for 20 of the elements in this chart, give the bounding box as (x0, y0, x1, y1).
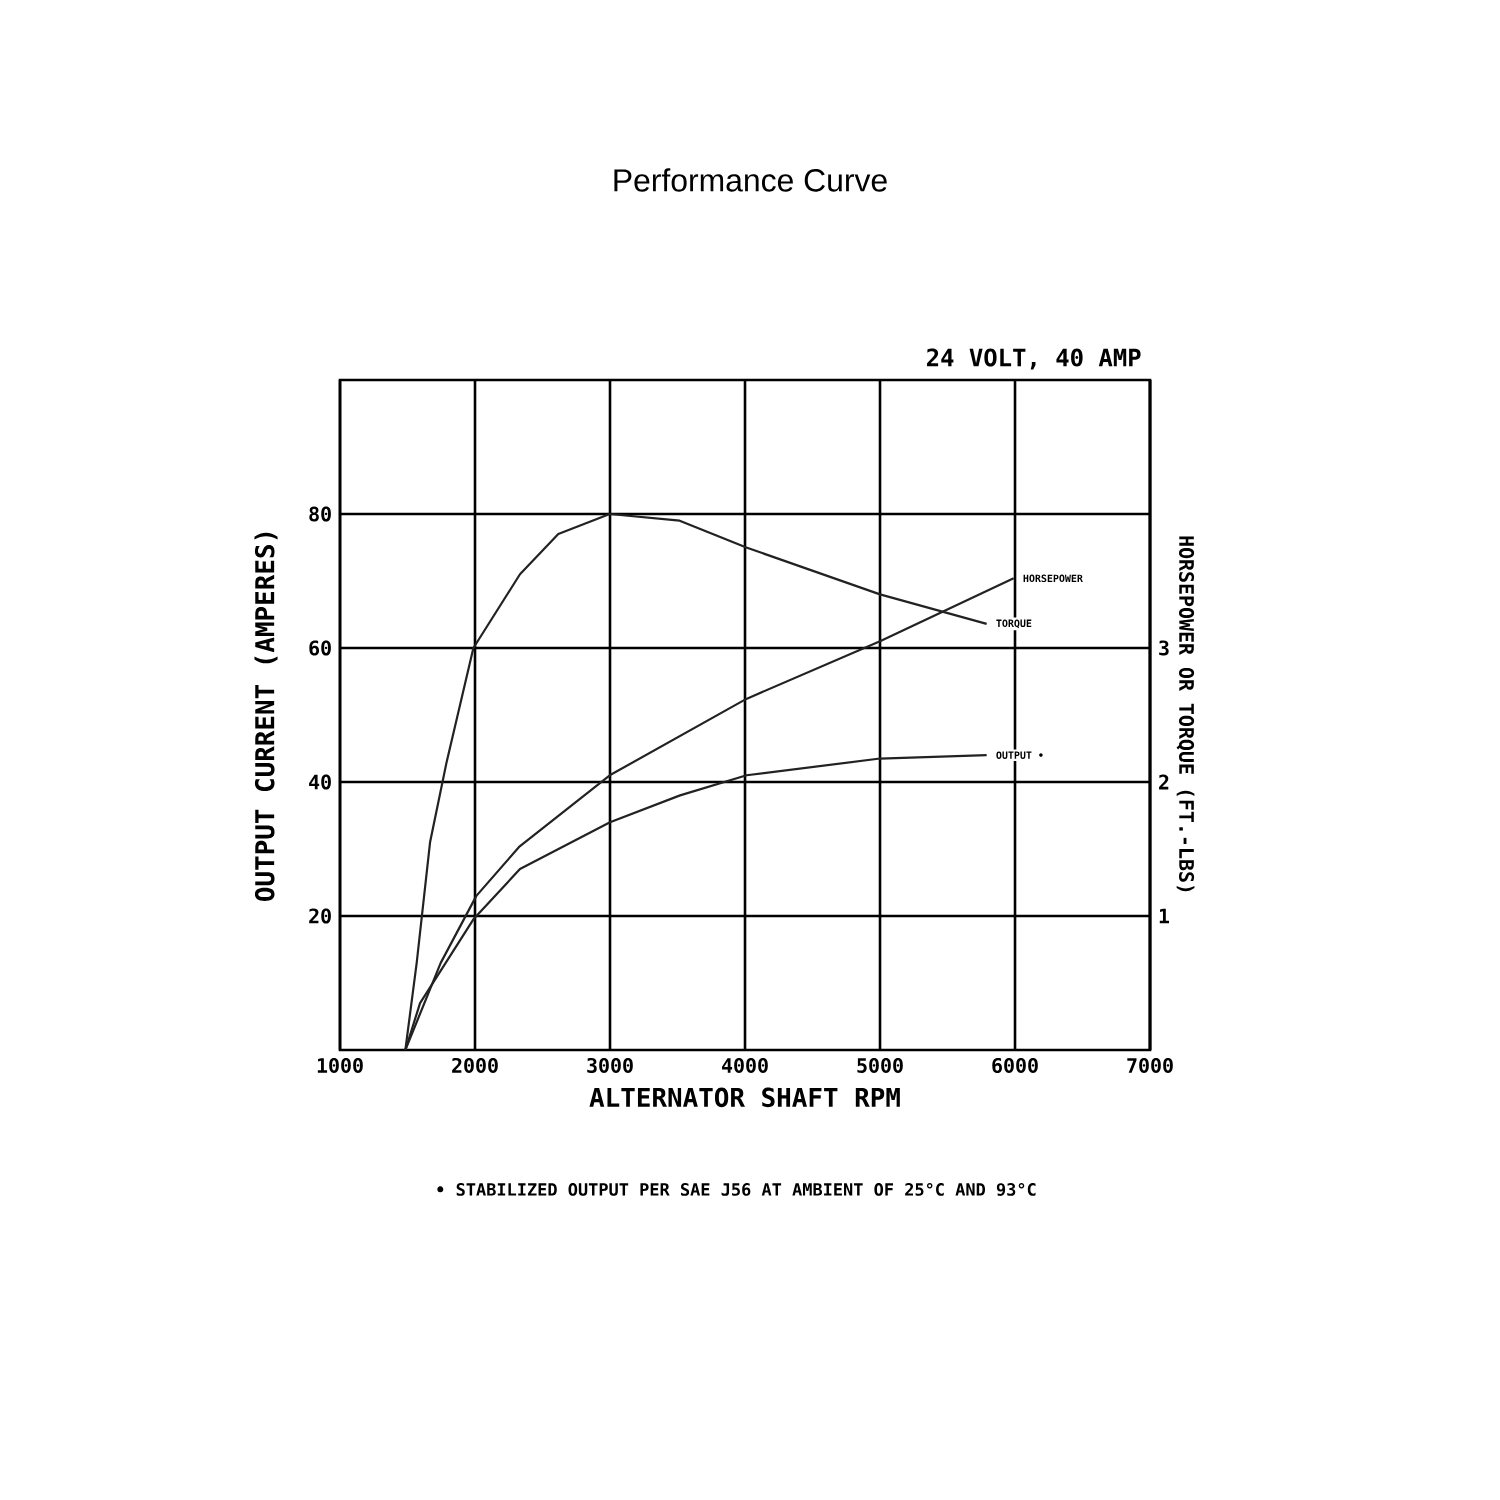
x-axis-title: ALTERNATOR SHAFT RPM (589, 1087, 900, 1108)
x-tick-label: 4000 (722, 1057, 768, 1073)
y-tick-label: 40 (309, 774, 331, 790)
y2-tick-label: 2 (1159, 774, 1169, 790)
x-tick-label: 6000 (992, 1057, 1038, 1074)
y2-tick-label: 3 (1159, 640, 1169, 656)
y2-axis-title: HORSEPOWER OR TORQUE (FT.-LBS) (1176, 536, 1195, 892)
y-tick-label: 20 (309, 908, 331, 924)
x-tick-label: 5000 (857, 1057, 903, 1073)
text: 24 VOLT, 40 AMP (927, 348, 1141, 370)
y-axis-title: OUTPUT CURRENT (AMPERES) (254, 532, 278, 901)
y-tick-label: 80 (309, 506, 331, 522)
x-tick-label: 7000 (1127, 1057, 1173, 1073)
x-tick-label: 3000 (587, 1057, 633, 1073)
y-tick-label: 60 (309, 640, 331, 656)
x-tick-label: 2000 (452, 1057, 498, 1073)
text: • STABILIZED OUTPUT PER SAE J56 AT AMBIENT OF 25°C AND 93°C (437, 1183, 1036, 1196)
x-tick-label: 1000 (317, 1057, 363, 1073)
y2-tick-label: 1 (1159, 908, 1170, 924)
chart-title: Performance Curve (614, 168, 887, 192)
